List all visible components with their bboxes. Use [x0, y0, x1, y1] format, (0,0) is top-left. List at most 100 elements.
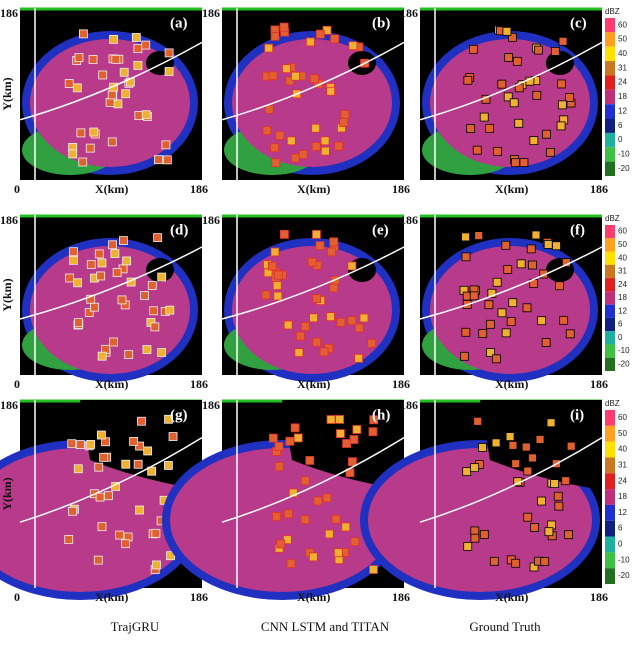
cell	[285, 436, 295, 446]
cell	[122, 256, 132, 266]
cell	[291, 71, 300, 81]
cell	[313, 496, 323, 506]
cell	[557, 79, 566, 89]
panel-label: (g)	[170, 407, 188, 423]
cell	[485, 123, 495, 133]
cell	[505, 432, 515, 441]
cell	[133, 459, 143, 469]
cell	[523, 512, 533, 522]
colorbar-tick: 18	[618, 92, 627, 101]
x-label: X(km)	[95, 182, 128, 196]
cell	[544, 527, 554, 537]
cell	[462, 467, 472, 477]
cell	[466, 124, 476, 133]
cell	[133, 61, 143, 70]
cell	[153, 233, 163, 243]
colorbar-tick: 40	[618, 49, 627, 58]
cell	[350, 537, 360, 547]
cell	[113, 99, 123, 109]
cell	[74, 53, 84, 63]
y-max: 186	[0, 213, 18, 227]
cell	[565, 329, 575, 339]
cell	[119, 236, 128, 245]
caption: TrajGRU	[111, 619, 160, 634]
colorbar-swatch	[605, 344, 615, 358]
colorbar-tick: 12	[618, 106, 627, 115]
cell	[165, 305, 175, 315]
colorbar-swatch	[605, 132, 615, 148]
cell	[530, 523, 539, 532]
cell	[135, 505, 144, 515]
cell	[312, 294, 322, 303]
cell	[69, 255, 78, 265]
cell	[319, 347, 329, 357]
y-max: 186	[400, 6, 418, 20]
y-label: Y(km)	[0, 278, 14, 311]
cell	[65, 273, 75, 283]
colorbar-tick: -10	[618, 346, 630, 355]
cell	[348, 457, 357, 467]
cell	[268, 71, 278, 81]
cell	[89, 302, 99, 312]
cell	[330, 34, 340, 44]
cell	[509, 98, 519, 108]
x-label: X(km)	[297, 182, 330, 196]
y-label: Y(km)	[0, 77, 14, 110]
cell	[553, 491, 563, 501]
cell	[470, 463, 479, 473]
cell	[96, 271, 106, 281]
x-label: X(km)	[297, 590, 330, 604]
colorbar-swatch	[605, 473, 615, 490]
colorbar-tick: 40	[618, 445, 627, 454]
cell	[150, 322, 160, 332]
cell	[320, 146, 330, 156]
colorbar-tick: -20	[618, 571, 630, 580]
cell	[124, 350, 134, 359]
cell	[542, 129, 551, 139]
cell	[307, 257, 317, 267]
cell	[347, 261, 357, 271]
panel-label: (d)	[170, 222, 188, 238]
cell	[368, 427, 378, 437]
colorbar-unit: dBZ	[605, 214, 620, 223]
x-max: 186	[590, 182, 608, 196]
colorbar-tick: -10	[618, 150, 630, 159]
cell	[78, 29, 88, 39]
cell	[508, 32, 517, 42]
cell	[270, 143, 279, 153]
colorbar-tick: -10	[618, 555, 630, 564]
cell	[97, 351, 107, 361]
colorbar-unit: dBZ	[605, 7, 620, 16]
cell	[354, 353, 363, 363]
cell	[315, 241, 325, 251]
cell	[142, 345, 152, 354]
y-max: 186	[400, 213, 418, 227]
cell	[272, 281, 282, 290]
cell	[566, 441, 576, 451]
cell	[94, 462, 104, 472]
x-max: 186	[190, 182, 208, 196]
panel-label: (i)	[570, 407, 584, 423]
cell	[86, 440, 96, 449]
cell	[460, 351, 469, 361]
colorbar-swatch	[605, 536, 615, 553]
radar-panel: (f)	[419, 214, 603, 382]
cell	[147, 281, 157, 290]
road	[19, 215, 203, 375]
cell	[322, 493, 332, 503]
cell	[521, 442, 531, 452]
x-max: 186	[392, 377, 410, 391]
cell	[514, 118, 524, 128]
cell	[161, 140, 171, 150]
cell	[508, 298, 518, 308]
cell	[105, 97, 115, 107]
cell	[300, 515, 310, 525]
cell	[270, 247, 280, 257]
cell	[267, 261, 277, 271]
colorbar-swatch	[605, 504, 615, 521]
cell	[164, 461, 173, 470]
cell	[537, 316, 547, 326]
cell	[73, 464, 83, 474]
colorbar-tick: 24	[618, 78, 627, 87]
cell	[340, 110, 350, 119]
